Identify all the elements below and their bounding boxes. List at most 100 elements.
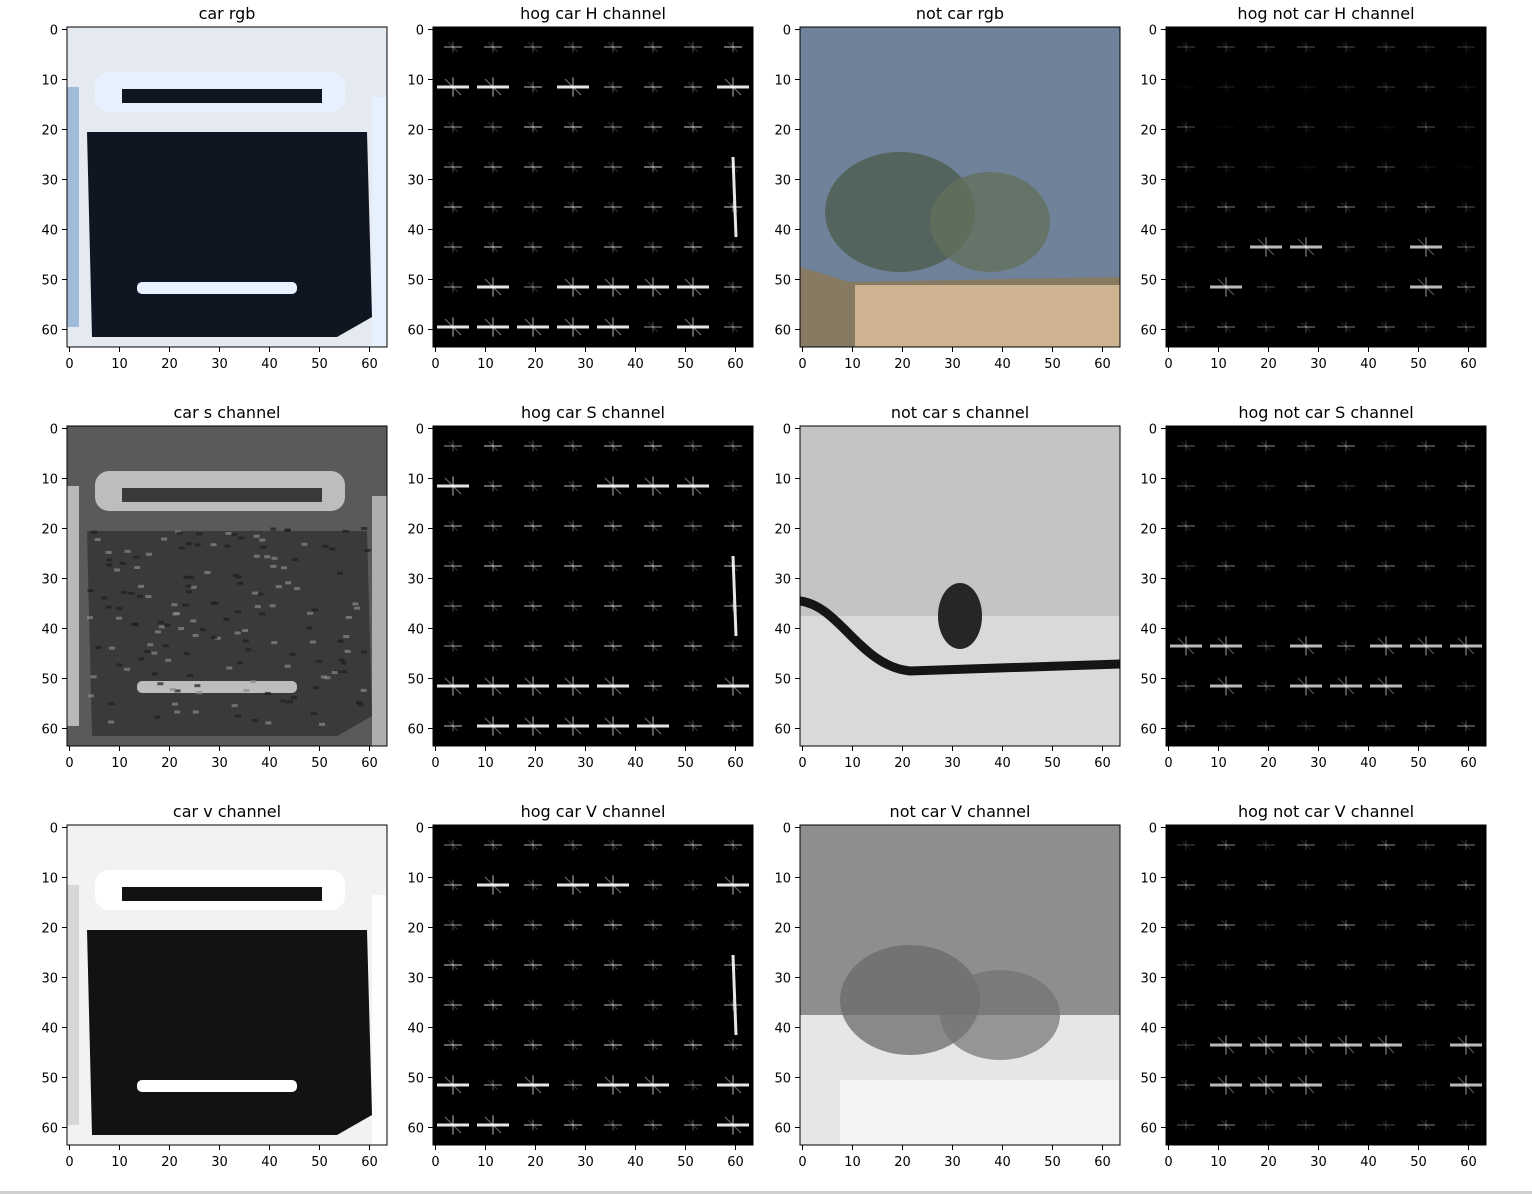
y-tick-label: 60 [774,723,791,738]
x-tick-label: 40 [1360,1155,1377,1170]
axes-frame [66,824,388,1146]
x-tick-label: 10 [111,1155,128,1170]
photo-image [67,825,387,1145]
y-tick-label: 30 [774,573,791,588]
x-tick-label: 50 [311,357,328,372]
y-tick-label: 40 [1140,1022,1157,1037]
x-tick-label: 0 [431,1155,439,1170]
y-tick-label: 60 [41,1122,58,1137]
y-tick-label: 50 [407,1072,424,1087]
y-tick-label: 50 [1140,673,1157,688]
y-tick-label: 10 [407,473,424,488]
axes-frame [1165,425,1487,747]
y-tick-label: 20 [407,523,424,538]
axes-frame [432,26,754,348]
x-tick-label: 0 [798,357,806,372]
x-tick-label: 50 [1410,357,1427,372]
photo-image [67,426,387,746]
x-tick-label: 30 [1310,1155,1327,1170]
y-tick-label: 60 [407,1122,424,1137]
y-tick-label: 50 [41,673,58,688]
y-tick-label: 50 [407,274,424,289]
y-tick-label: 60 [407,324,424,339]
y-tick-label: 10 [774,74,791,89]
y-tick-label: 10 [41,473,58,488]
y-tick-label: 10 [1140,74,1157,89]
x-tick-label: 60 [1094,1155,1111,1170]
subplot-title: car v channel [173,802,281,821]
x-tick-label: 60 [727,357,744,372]
y-tick-label: 20 [407,124,424,139]
x-tick-label: 50 [311,1155,328,1170]
subplot-title: not car rgb [916,4,1004,23]
x-tick-label: 50 [677,357,694,372]
axes-frame [799,26,1121,348]
y-tick-label: 40 [774,623,791,638]
subplot-title: hog car H channel [520,4,666,23]
x-tick-label: 0 [1164,756,1172,771]
x-tick-label: 0 [798,1155,806,1170]
subplot-title: hog not car H channel [1237,4,1414,23]
x-tick-label: 60 [361,756,378,771]
y-tick-label: 20 [407,922,424,937]
x-tick-label: 10 [111,756,128,771]
photo-image [800,426,1120,746]
subplot-6: hog car S channel 0 10 20 30 40 50 60 0 10 20 30 40 5… [407,403,754,771]
y-tick-label: 0 [1149,423,1157,438]
x-tick-label: 40 [261,1155,278,1170]
subplot-title: hog car V channel [521,802,666,821]
x-tick-label: 30 [577,756,594,771]
photo-image [800,27,1120,347]
y-tick-label: 40 [407,623,424,638]
x-tick-label: 30 [577,1155,594,1170]
x-tick-label: 10 [844,1155,861,1170]
y-tick-label: 0 [783,24,791,39]
y-tick-label: 0 [783,822,791,837]
y-tick-label: 20 [41,922,58,937]
x-tick-label: 0 [1164,1155,1172,1170]
y-tick-label: 60 [41,723,58,738]
x-tick-label: 30 [944,357,961,372]
y-tick-label: 50 [774,274,791,289]
axes-frame [1165,824,1487,1146]
x-tick-label: 30 [211,1155,228,1170]
x-tick-label: 60 [727,1155,744,1170]
x-tick-label: 40 [1360,756,1377,771]
x-tick-label: 50 [677,756,694,771]
subplot-title: car s channel [174,403,281,422]
x-tick-label: 0 [431,357,439,372]
x-tick-label: 20 [161,357,178,372]
subplot-title: hog not car S channel [1238,403,1413,422]
x-tick-label: 0 [65,1155,73,1170]
hog-image [1166,825,1486,1145]
hog-image [1166,426,1486,746]
x-tick-label: 30 [944,1155,961,1170]
x-tick-label: 50 [1044,756,1061,771]
y-tick-label: 0 [50,423,58,438]
x-tick-label: 40 [627,1155,644,1170]
x-tick-label: 40 [1360,357,1377,372]
y-tick-label: 10 [41,74,58,89]
photo-image [800,825,1120,1145]
x-tick-label: 20 [527,1155,544,1170]
y-tick-label: 30 [774,972,791,987]
x-tick-label: 60 [361,1155,378,1170]
y-tick-label: 50 [774,1072,791,1087]
y-tick-label: 10 [774,473,791,488]
subplot-title: not car V channel [890,802,1031,821]
subplot-title: car rgb [199,4,256,23]
subplot-3: not car rgb 0 10 20 30 40 50 60 0 10 20 30 40 50 60 [774,4,1121,372]
y-tick-label: 0 [50,24,58,39]
axes-frame [1165,26,1487,348]
axes-frame [432,824,754,1146]
x-tick-label: 0 [65,357,73,372]
y-tick-label: 60 [1140,1122,1157,1137]
x-tick-label: 20 [161,756,178,771]
x-tick-label: 20 [894,357,911,372]
x-tick-label: 30 [211,756,228,771]
y-tick-label: 0 [416,822,424,837]
axes-frame [66,425,388,747]
x-tick-label: 60 [1460,1155,1477,1170]
y-tick-label: 30 [1140,972,1157,987]
x-tick-label: 10 [844,756,861,771]
